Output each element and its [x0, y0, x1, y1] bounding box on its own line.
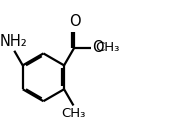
- Text: CH₃: CH₃: [95, 41, 119, 54]
- Text: CH₃: CH₃: [61, 107, 86, 120]
- Text: O: O: [92, 40, 103, 55]
- Text: O: O: [69, 14, 81, 29]
- Text: NH₂: NH₂: [0, 34, 28, 49]
